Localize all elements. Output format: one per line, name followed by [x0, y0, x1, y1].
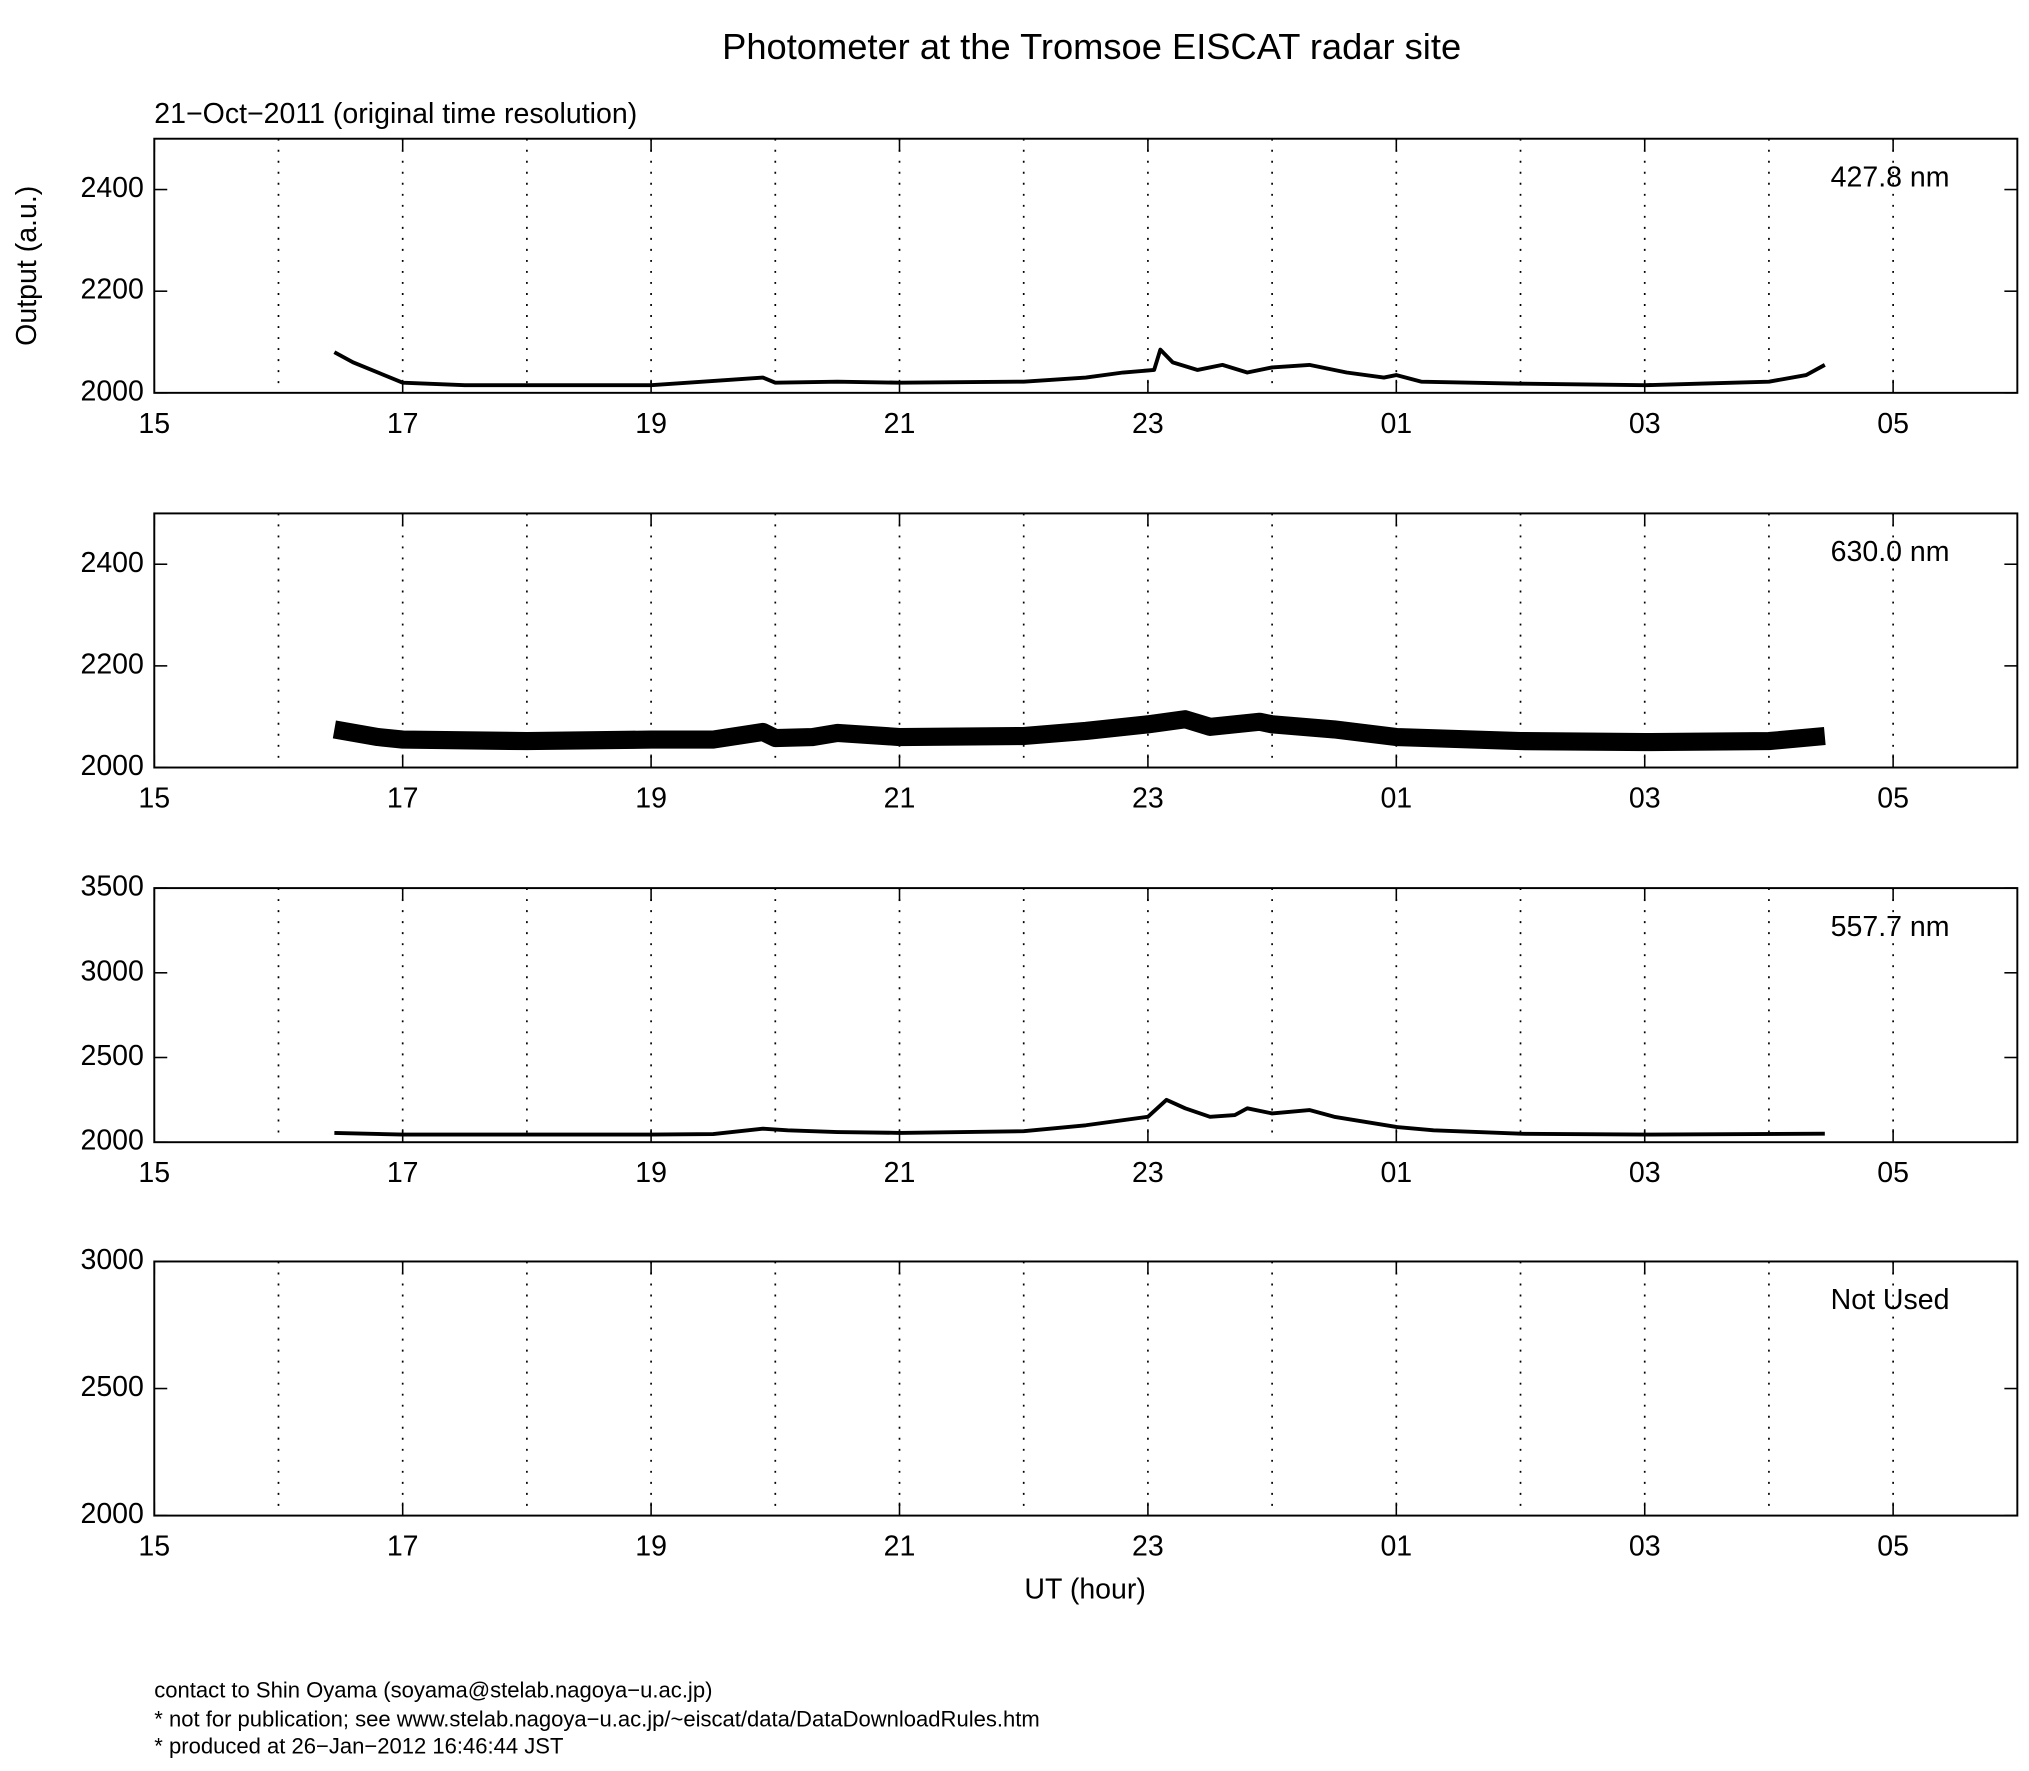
x-tick-label: 19	[635, 1157, 667, 1189]
x-tick-label: 19	[635, 1531, 667, 1563]
x-tick-label: 21	[884, 1531, 916, 1563]
plot-frame	[153, 1260, 2019, 1517]
x-tick-label: 03	[1629, 408, 1661, 440]
y-tick-label: 3500	[80, 871, 143, 903]
footer-note: * not for publication; see www.stelab.na…	[154, 1706, 1039, 1731]
x-tick-label: 03	[1629, 1157, 1661, 1189]
x-tick-label: 23	[1132, 782, 1164, 814]
y-tick-label: 2200	[80, 274, 143, 306]
y-tick-label: 2500	[80, 1371, 143, 1403]
y-tick-label: 2000	[80, 1498, 143, 1530]
x-tick-label: 01	[1380, 782, 1412, 814]
plot-frame	[153, 137, 2019, 394]
footer-note: contact to Shin Oyama (soyama@stelab.nag…	[154, 1678, 712, 1703]
x-tick-label: 01	[1380, 408, 1412, 440]
data-line	[334, 1097, 1825, 1137]
subtitle: 21−Oct−2011 (original time resolution)	[154, 98, 637, 130]
x-tick-label: 01	[1380, 1531, 1412, 1563]
x-tick-label: 15	[138, 408, 170, 440]
y-tick-label: 2400	[80, 547, 143, 579]
y-axis-label: Output (a.u.)	[11, 186, 43, 346]
x-tick-label: 21	[884, 1157, 916, 1189]
x-tick-label: 15	[138, 782, 170, 814]
plot-frame	[153, 512, 2019, 769]
y-tick-label: 2200	[80, 648, 143, 680]
x-tick-label: 23	[1132, 1157, 1164, 1189]
y-tick-label: 2000	[80, 750, 143, 782]
y-tick-label: 2000	[80, 375, 143, 407]
x-tick-label: 05	[1877, 408, 1909, 440]
x-tick-label: 05	[1877, 782, 1909, 814]
x-tick-label: 17	[387, 408, 419, 440]
panel-label: 427.8 nm	[1831, 161, 1950, 193]
y-tick-label: 2500	[80, 1040, 143, 1072]
panel-label: Not Used	[1831, 1284, 1950, 1316]
footer-note: * produced at 26−Jan−2012 16:46:44 JST	[154, 1733, 563, 1758]
y-tick-label: 3000	[80, 1244, 143, 1276]
x-tick-label: 19	[635, 782, 667, 814]
panel-label: 557.7 nm	[1831, 911, 1950, 943]
plot-frame	[153, 887, 2019, 1144]
x-axis-label: UT (hour)	[1024, 1573, 1145, 1605]
chart-title: Photometer at the Tromsoe EISCAT radar s…	[722, 26, 1461, 67]
x-tick-label: 21	[884, 782, 916, 814]
x-tick-label: 15	[138, 1157, 170, 1189]
x-tick-label: 23	[1132, 1531, 1164, 1563]
panel-label: 630.0 nm	[1831, 536, 1950, 568]
x-tick-label: 05	[1877, 1531, 1909, 1563]
x-tick-label: 21	[884, 408, 916, 440]
x-tick-label: 17	[387, 782, 419, 814]
y-tick-label: 3000	[80, 955, 143, 987]
x-tick-label: 23	[1132, 408, 1164, 440]
x-tick-label: 03	[1629, 782, 1661, 814]
data-line	[333, 347, 1826, 388]
y-tick-label: 2400	[80, 172, 143, 204]
x-tick-label: 15	[138, 1531, 170, 1563]
x-tick-label: 05	[1877, 1157, 1909, 1189]
x-tick-label: 19	[635, 408, 667, 440]
x-tick-label: 01	[1380, 1157, 1412, 1189]
x-tick-label: 17	[387, 1531, 419, 1563]
x-tick-label: 03	[1629, 1531, 1661, 1563]
data-line	[332, 710, 1826, 752]
y-tick-label: 2000	[80, 1125, 143, 1157]
x-tick-label: 17	[387, 1157, 419, 1189]
